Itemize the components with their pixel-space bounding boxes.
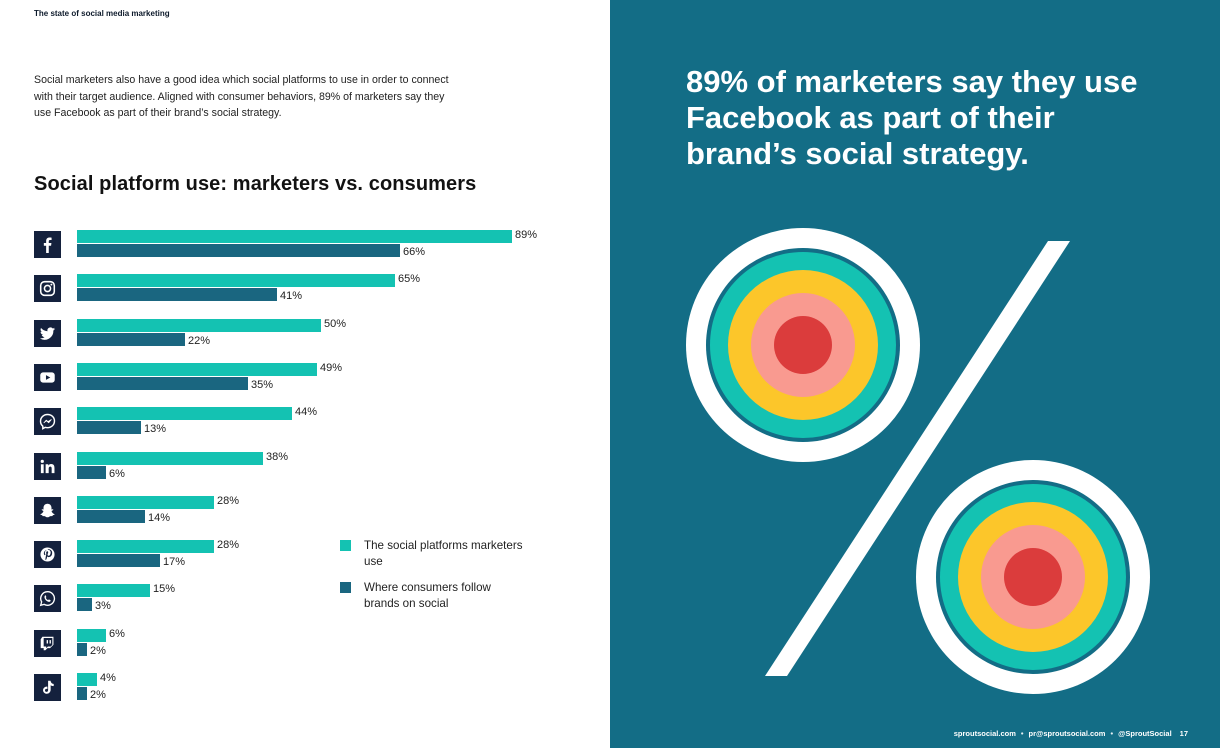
data-label-marketers: 6% (109, 628, 125, 640)
linkedin-icon (34, 453, 61, 480)
bar-marketers (77, 274, 395, 287)
bar-marketers (77, 363, 317, 376)
bar-consumers (77, 421, 141, 434)
legend-label-marketers: The social platforms marketers use (364, 539, 523, 568)
bar-marketers (77, 540, 214, 553)
percent-slash (765, 241, 1070, 676)
twitch-icon (34, 630, 61, 657)
legend-swatch-marketers (340, 540, 351, 551)
bar-consumers (77, 244, 400, 257)
data-label-marketers: 28% (217, 495, 240, 507)
data-label-marketers: 4% (100, 672, 116, 684)
bar-consumers (77, 554, 160, 567)
data-label-marketers: 15% (153, 583, 176, 595)
snapchat-icon (34, 497, 61, 524)
intro-paragraph: Social marketers also have a good idea w… (34, 74, 449, 119)
data-label-consumers: 2% (90, 689, 106, 701)
data-label-consumers: 35% (251, 379, 274, 391)
bar-marketers (77, 496, 214, 509)
bar-marketers (77, 407, 292, 420)
pinterest-icon (34, 541, 61, 568)
bar-consumers (77, 598, 92, 611)
bar-consumers (77, 288, 277, 301)
bar-marketers (77, 452, 263, 465)
bar-marketers (77, 629, 106, 642)
report-header: The state of social media marketing (34, 9, 170, 18)
legend-label-consumers: Where consumers follow brands on social (364, 581, 491, 610)
twitter-icon (34, 320, 61, 347)
legend-swatch-consumers (340, 582, 351, 593)
data-label-consumers: 22% (188, 335, 211, 347)
footer-separator: • (1020, 729, 1024, 738)
bar-marketers (77, 319, 321, 332)
data-label-consumers: 13% (144, 423, 167, 435)
footer-separator: • (1110, 729, 1114, 738)
youtube-icon (34, 364, 61, 391)
bar-consumers (77, 466, 106, 479)
data-label-consumers: 2% (90, 645, 106, 657)
right-page: 89% of marketers say they use Facebook a… (610, 0, 1220, 748)
bar-consumers (77, 643, 87, 656)
bar-marketers (77, 584, 150, 597)
data-label-marketers: 65% (398, 273, 421, 285)
data-label-marketers: 89% (515, 229, 538, 241)
footer-email[interactable]: pr@sproutsocial.com (1028, 729, 1106, 738)
left-page: The state of social media marketing Soci… (34, 9, 538, 701)
data-label-consumers: 41% (280, 290, 303, 302)
data-label-consumers: 14% (148, 512, 171, 524)
bar-consumers (77, 377, 248, 390)
footer-handle[interactable]: @SproutSocial (1118, 729, 1172, 738)
bar-marketers (77, 230, 512, 243)
data-label-marketers: 28% (217, 539, 240, 551)
page-footer: sproutsocial.com • pr@sproutsocial.com •… (954, 729, 1188, 738)
footer-website[interactable]: sproutsocial.com (953, 729, 1016, 738)
chart-title: Social platform use: marketers vs. consu… (34, 173, 477, 195)
data-label-marketers: 49% (320, 362, 343, 374)
whatsapp-icon (34, 585, 61, 612)
target-circle-bottom (916, 460, 1150, 694)
tiktok-icon (34, 674, 61, 701)
target-circle-top (686, 228, 920, 462)
page-number: 17 (1179, 729, 1188, 738)
legend-item-consumers: Where consumers follow brands on social (340, 580, 524, 612)
bar-chart: 89% 66% 65% 41% 50% 22% 49% 35% 44% 13% 38% 6% 28% 14… (34, 229, 538, 701)
bar-consumers (77, 687, 87, 700)
headline: 89% of marketers say they use Facebook a… (686, 64, 1138, 171)
bar-consumers (77, 510, 145, 523)
data-label-marketers: 50% (324, 318, 347, 330)
data-label-consumers: 3% (95, 600, 111, 612)
data-label-marketers: 38% (266, 451, 289, 463)
data-label-marketers: 44% (295, 406, 318, 418)
data-label-consumers: 17% (163, 556, 186, 568)
data-label-consumers: 66% (403, 246, 426, 258)
facebook-icon (34, 231, 61, 258)
instagram-icon (34, 275, 61, 302)
messenger-icon (34, 408, 61, 435)
bar-consumers (77, 333, 185, 346)
percent-sign-graphic (686, 228, 1150, 694)
bar-marketers (77, 673, 97, 686)
legend-item-marketers: The social platforms marketers use (340, 538, 524, 570)
data-label-consumers: 6% (109, 468, 125, 480)
